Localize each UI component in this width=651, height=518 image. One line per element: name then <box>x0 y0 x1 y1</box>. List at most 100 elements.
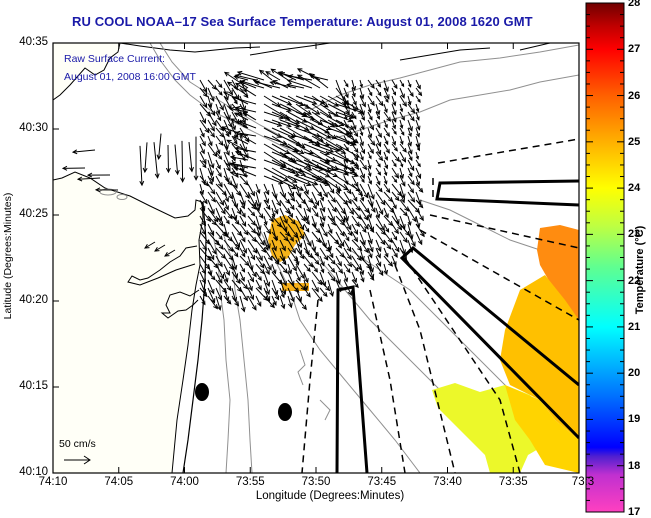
current-vector <box>199 183 205 196</box>
colorbar-tick-label: 27 <box>628 43 641 56</box>
current-vector <box>207 175 213 186</box>
current-vector <box>415 223 425 238</box>
current-vector <box>263 295 275 309</box>
current-vector <box>215 295 222 311</box>
current-vector <box>375 247 381 259</box>
current-vector <box>207 143 218 158</box>
colorbar-tick-label: 26 <box>628 89 641 102</box>
scale-vector-label: 50 cm/s <box>59 438 96 450</box>
current-vector <box>343 103 350 115</box>
current-vector <box>231 215 240 225</box>
current-vector <box>383 167 388 177</box>
current-vector <box>311 207 319 218</box>
current-vector <box>199 215 207 227</box>
current-vector <box>271 167 298 183</box>
current-vector <box>415 151 420 160</box>
current-vector <box>287 295 293 309</box>
current-vector <box>215 215 224 227</box>
axis-ticks <box>52 42 580 474</box>
current-vector <box>359 239 369 254</box>
current-vector <box>215 287 223 301</box>
current-vector <box>239 199 245 210</box>
current-vector <box>142 142 148 174</box>
current-vector <box>207 79 217 91</box>
current-vector <box>407 239 414 254</box>
current-vector <box>199 159 207 169</box>
current-vector <box>391 143 398 152</box>
current-vector <box>391 103 397 116</box>
current-vector <box>223 279 232 292</box>
sst-patch-east <box>537 225 579 320</box>
current-vector <box>383 255 394 267</box>
current-vector <box>391 111 397 123</box>
current-vector <box>343 79 349 88</box>
current-vector <box>239 95 247 112</box>
current-vector <box>391 215 403 231</box>
current-vector <box>367 183 375 200</box>
current-vector <box>207 279 215 295</box>
current-vector <box>207 295 218 310</box>
current-vector <box>311 255 320 265</box>
current-vector <box>247 183 255 197</box>
current-vector <box>327 247 334 259</box>
current-vector <box>255 255 265 269</box>
colorbar-tick-label: 18 <box>628 459 641 472</box>
y-tick-label: 40:15 <box>19 380 48 392</box>
current-vector <box>343 271 349 283</box>
current-vector <box>270 68 289 81</box>
current-vector <box>359 95 366 108</box>
current-vector <box>343 151 349 164</box>
y-axis-title: Latitude (Degrees:Minutes) <box>2 192 14 320</box>
current-vector <box>207 87 215 103</box>
current-vector <box>375 175 381 186</box>
current-vector <box>399 95 407 108</box>
current-vector <box>255 199 261 212</box>
current-vector <box>263 127 283 138</box>
current-vector <box>375 199 384 216</box>
buoy-marker-1 <box>195 383 209 401</box>
current-vector <box>215 175 223 188</box>
current-vector <box>247 239 258 254</box>
current-vector <box>263 255 272 271</box>
current-vector <box>188 142 194 173</box>
current-vector <box>239 263 246 273</box>
current-vector <box>271 191 282 207</box>
current-vector <box>383 127 390 138</box>
current-vector <box>335 223 345 237</box>
current-vector <box>335 143 361 158</box>
current-vector <box>359 127 364 137</box>
current-vector <box>223 191 229 203</box>
current-annotation-line2: August 01, 2008 16:00 GMT <box>64 71 196 83</box>
current-vector <box>359 231 366 246</box>
current-vector <box>247 287 254 301</box>
current-vector <box>407 183 414 194</box>
current-vector <box>199 239 208 251</box>
current-vector <box>263 263 270 276</box>
current-vector <box>399 103 404 113</box>
current-vector <box>359 263 365 276</box>
current-vector <box>223 159 231 172</box>
current-vector <box>308 73 329 89</box>
current-vector <box>351 271 357 284</box>
colorbar-tick-label: 22 <box>628 274 641 287</box>
current-vector <box>359 183 369 199</box>
current-vector <box>234 73 257 81</box>
current-vector <box>199 135 206 147</box>
current-vector <box>174 144 180 176</box>
current-vector <box>231 207 238 221</box>
current-vector <box>247 215 257 226</box>
current-vector <box>287 263 293 275</box>
current-vector <box>367 159 372 170</box>
current-vector <box>359 151 364 161</box>
current-vector <box>193 136 199 181</box>
current-vector <box>239 279 249 290</box>
current-vector <box>367 87 373 97</box>
current-vector <box>391 175 398 184</box>
current-vector <box>263 287 271 302</box>
current-vector <box>415 143 421 152</box>
current-vector <box>335 271 341 285</box>
current-vector <box>383 263 389 275</box>
current-vector <box>215 207 223 223</box>
current-vector <box>207 167 215 183</box>
